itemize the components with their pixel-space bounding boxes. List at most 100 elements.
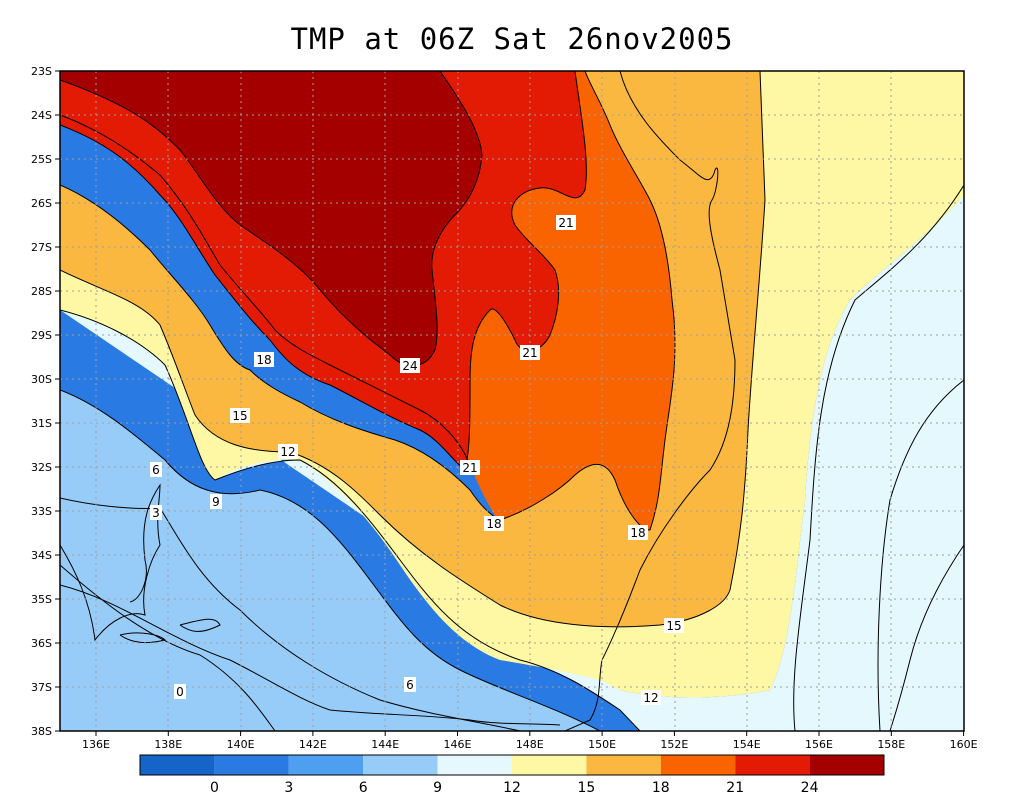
lon-tick-label: 144E	[371, 738, 399, 751]
lon-tick-label: 148E	[516, 738, 544, 751]
lat-tick-label: 26S	[31, 197, 52, 210]
lat-tick-label: 33S	[31, 505, 52, 518]
contour-0	[60, 564, 276, 731]
contour-label-bg	[278, 444, 298, 459]
lon-tick-label: 150E	[588, 738, 616, 751]
contour-label: 15	[232, 409, 247, 423]
band-6-9	[60, 185, 964, 731]
lon-tick-label: 154E	[733, 738, 761, 751]
contour-label: 12	[643, 691, 658, 705]
contour-label-bg	[150, 505, 162, 520]
contour-label-bg	[230, 408, 250, 423]
contour-3	[60, 497, 521, 731]
contour-label-bg	[404, 677, 416, 692]
contour-24	[60, 71, 483, 367]
contour-label-bg	[400, 358, 420, 373]
band-above-24	[60, 71, 482, 366]
contour-15	[60, 71, 676, 531]
band-12-15	[60, 71, 964, 698]
contour-label: 12	[280, 445, 295, 459]
colorbar-swatch	[735, 755, 810, 775]
contour-label: 21	[558, 216, 573, 230]
lat-tick-label: 25S	[31, 153, 52, 166]
contour-labels: 21 21 24 18 15 12 6 9 3 21 18 18 15 6 12 0	[150, 215, 684, 705]
colorbar-tick-label: 18	[652, 780, 670, 796]
colorbar-swatch	[140, 755, 215, 775]
colorbar-tick-label: 24	[801, 780, 819, 796]
colorbar: 0 3 6 9 12 15 18 21 24	[139, 754, 885, 796]
colorbar-swatch	[512, 755, 587, 775]
chart-title: TMP at 06Z Sat 26nov2005	[290, 22, 734, 56]
contour-label-bg	[556, 215, 576, 230]
lat-tick-label: 27S	[31, 241, 52, 254]
contour-label-bg	[628, 525, 648, 540]
contour-6	[60, 389, 601, 731]
contour-label: 18	[486, 517, 501, 531]
contour-label: 3	[152, 506, 160, 520]
lat-tick-label: 38S	[31, 725, 52, 738]
colorbar-tick-label: 0	[210, 780, 219, 796]
contour-label: 18	[256, 353, 271, 367]
colorbar-swatch	[660, 755, 736, 775]
lat-tick-label: 23S	[31, 65, 52, 78]
colorbar-swatch	[363, 755, 438, 775]
lon-tick-label: 156E	[805, 738, 833, 751]
contour-12	[60, 71, 766, 628]
lon-tick-label: 160E	[950, 738, 978, 751]
contour-label: 18	[630, 526, 645, 540]
contour-east-9	[793, 184, 964, 731]
contour-east-6	[877, 379, 964, 731]
contour-label: 6	[152, 463, 160, 477]
contour-21	[60, 71, 587, 471]
colorbar-swatch	[437, 755, 512, 775]
colorbar-frame	[139, 754, 885, 776]
contour-east-3	[889, 544, 964, 731]
contour-label: 9	[212, 495, 220, 509]
coastline-east	[564, 71, 736, 731]
lat-tick-label: 32S	[31, 461, 52, 474]
contour-label: 15	[666, 619, 681, 633]
lon-tick-label: 158E	[877, 738, 905, 751]
colorbar-swatch	[586, 755, 661, 775]
lon-tick-label: 138E	[154, 738, 182, 751]
contour-label-bg	[210, 494, 222, 509]
lat-tick-label: 37S	[31, 681, 52, 694]
contour-label: 21	[522, 346, 537, 360]
contour-18	[60, 114, 471, 466]
longitude-axis: 136E 138E 140E 142E 144E 146E 148E 150E 152E 154E…	[82, 731, 978, 751]
lat-tick-label: 30S	[31, 373, 52, 386]
lon-tick-label: 146E	[444, 738, 472, 751]
colorbar-tick-label: 9	[433, 780, 442, 796]
colorbar-swatch	[809, 755, 884, 775]
colorbar-swatch	[288, 755, 364, 775]
lat-tick-label: 35S	[31, 593, 52, 606]
lat-tick-label: 31S	[31, 417, 52, 430]
lon-tick-label: 142E	[299, 738, 327, 751]
contour-label-bg	[150, 462, 162, 477]
lon-tick-label: 152E	[660, 738, 688, 751]
lat-tick-label: 36S	[31, 637, 52, 650]
lon-tick-label: 136E	[82, 738, 110, 751]
lat-tick-label: 24S	[31, 109, 52, 122]
latitude-axis: 23S 24S 25S 26S 27S 28S 29S 30S 31S 32S 33S 34S 35S 3…	[31, 65, 60, 738]
band-15-18	[60, 71, 765, 627]
contour-label: 6	[406, 678, 414, 692]
colorbar-tick-label: 21	[726, 780, 744, 796]
lat-tick-label: 29S	[31, 329, 52, 342]
coastline-south	[60, 483, 561, 726]
contour-label-bg	[254, 352, 274, 367]
map-frame	[59, 70, 965, 732]
contour-label-bg	[520, 345, 540, 360]
colorbar-tick-label: 15	[577, 780, 595, 796]
contour-9	[60, 309, 641, 731]
contour-label: 21	[462, 461, 477, 475]
contour-label: 24	[402, 359, 417, 373]
contour-label-bg	[174, 684, 186, 699]
contour-label-bg	[664, 618, 684, 633]
contour-label: 0	[176, 685, 184, 699]
contour-label-bg	[484, 516, 504, 531]
colorbar-tick-label: 6	[359, 780, 368, 796]
lon-tick-label: 140E	[227, 738, 255, 751]
colorbar-tick-label: 3	[284, 780, 293, 796]
